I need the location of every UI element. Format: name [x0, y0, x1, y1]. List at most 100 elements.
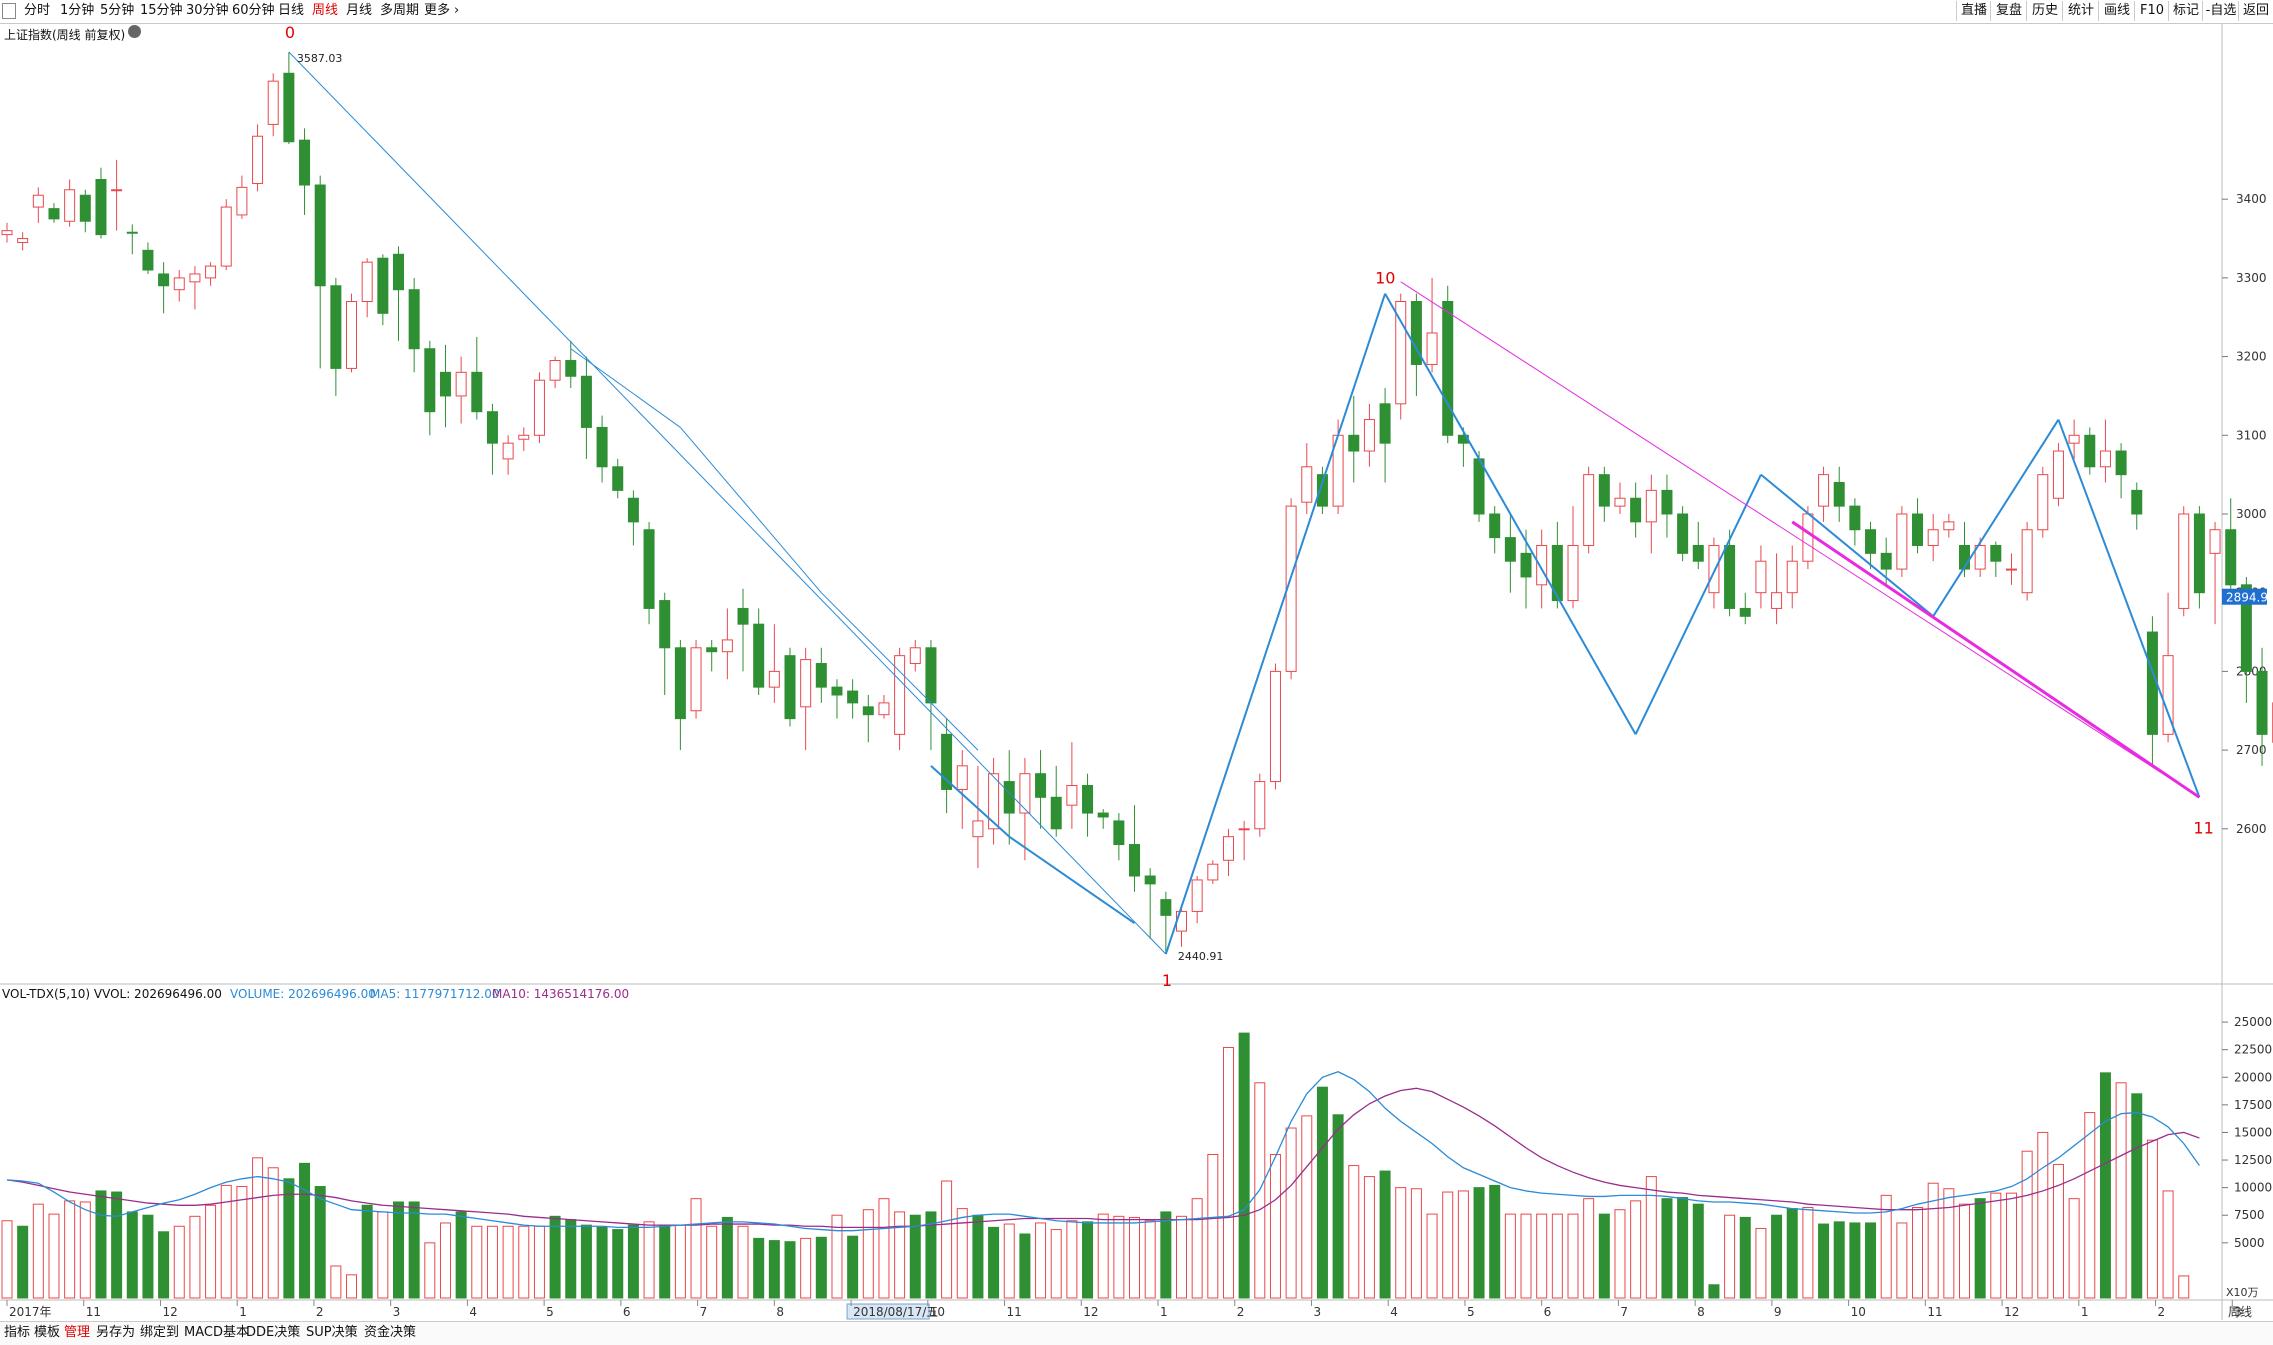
- candle-body-108: [1693, 545, 1703, 561]
- tab-bind[interactable]: 绑定到: [140, 1324, 179, 1342]
- vol-bar-21: [331, 1266, 341, 1298]
- right-btn-2[interactable]: 复盘: [1990, 1, 2027, 21]
- vol-bar-10: [159, 1232, 169, 1298]
- candle-body-38: [597, 427, 607, 466]
- period-9[interactable]: 月线: [346, 2, 372, 20]
- x-label-25: 11: [1927, 1305, 1942, 1319]
- period-8[interactable]: 周线: [312, 2, 338, 20]
- candle-body-68: [1067, 786, 1077, 806]
- period-2[interactable]: 1分钟: [60, 2, 94, 20]
- vol-bar-111: [1740, 1217, 1750, 1298]
- wave-line-2: [1385, 294, 1636, 735]
- vol-bar-83: [1302, 1116, 1312, 1298]
- candle-body-136: [2132, 490, 2142, 514]
- vol-tick-label-7: 22500: [2234, 1043, 2272, 1057]
- trend-line-thin: [1401, 282, 2200, 797]
- period-1[interactable]: 分时: [24, 2, 50, 20]
- candle-body-83: [1302, 467, 1312, 502]
- candle-body-55: [863, 707, 873, 715]
- tab-save-as[interactable]: 另存为: [96, 1324, 135, 1342]
- vol-bar-82: [1286, 1128, 1296, 1298]
- candle-body-8: [127, 232, 137, 233]
- candle-body-128: [2006, 569, 2016, 570]
- vol-bar-55: [863, 1210, 873, 1298]
- vol-bar-20: [315, 1187, 325, 1298]
- candle-body-7: [112, 190, 122, 191]
- chevron-right-icon[interactable]: ›: [454, 2, 459, 20]
- candle-body-37: [581, 376, 591, 427]
- kline-chart[interactable]: 2600270028002900300031003200330034005000…: [0, 24, 2273, 1321]
- right-btn-4[interactable]: 统计: [2062, 1, 2099, 21]
- candle-body-15: [237, 187, 247, 215]
- vol-bar-101: [1584, 1199, 1594, 1298]
- candle-body-141: [2210, 530, 2220, 554]
- vol-bar-61: [957, 1209, 967, 1298]
- wave-label-11: 11: [2193, 818, 2213, 837]
- tab-manage[interactable]: 管理: [64, 1324, 90, 1342]
- vol-bar-124: [1944, 1189, 1954, 1298]
- candle-body-22: [347, 302, 357, 369]
- vol-tick-label-4: 15000: [2234, 1125, 2272, 1139]
- candle-body-87: [1364, 420, 1374, 451]
- x-label-19: 5: [1467, 1305, 1475, 1319]
- tab-template[interactable]: 模板: [34, 1324, 60, 1342]
- right-btn-3[interactable]: 历史: [2026, 1, 2063, 21]
- candle-body-42: [660, 601, 670, 648]
- vol-bar-87: [1364, 1177, 1374, 1298]
- candle-body-48: [754, 624, 764, 687]
- vol-bar-103: [1615, 1210, 1625, 1298]
- vol-bar-106: [1662, 1199, 1672, 1298]
- vol-bar-52: [816, 1237, 826, 1298]
- period-4[interactable]: 15分钟: [140, 2, 183, 20]
- vol-bar-114: [1787, 1209, 1797, 1298]
- y-tick-label-5: 3100: [2236, 428, 2267, 442]
- tab-macd[interactable]: MACD基本: [184, 1324, 249, 1342]
- candle-body-95: [1490, 514, 1500, 538]
- tab-indicator[interactable]: 指标: [4, 1324, 30, 1342]
- candle-body-10: [159, 274, 169, 286]
- right-btn-7[interactable]: 标记: [2168, 1, 2203, 21]
- period-3[interactable]: 5分钟: [100, 2, 134, 20]
- candle-body-53: [832, 687, 842, 695]
- vol-bar-50: [785, 1242, 795, 1298]
- vol-bar-57: [895, 1212, 905, 1298]
- right-btn-8[interactable]: -自选: [2202, 1, 2239, 21]
- vol-bar-24: [378, 1212, 388, 1298]
- tab-sup[interactable]: SUP决策: [306, 1324, 358, 1342]
- right-btn-1[interactable]: 直播: [1956, 1, 1991, 21]
- x-label-28: 2: [2158, 1305, 2166, 1319]
- vol-bar-73: [1145, 1221, 1155, 1298]
- y-tick-label-0: 2600: [2236, 822, 2267, 836]
- period-5[interactable]: 30分钟: [186, 2, 229, 20]
- candle-body-121: [1897, 514, 1907, 569]
- vol-bar-9: [143, 1215, 153, 1298]
- period-6[interactable]: 60分钟: [232, 2, 275, 20]
- tab-dde[interactable]: DDE决策: [246, 1324, 300, 1342]
- vol-bar-68: [1067, 1221, 1077, 1298]
- tab-fund[interactable]: 资金决策: [364, 1324, 416, 1342]
- x-label-13: 11: [1007, 1305, 1022, 1319]
- vol-bar-19: [300, 1163, 310, 1298]
- candle-body-124: [1944, 522, 1954, 530]
- period-10[interactable]: 多周期: [380, 2, 419, 20]
- vol-bar-8: [127, 1212, 137, 1298]
- x-label-16: 2: [1237, 1305, 1245, 1319]
- period-7[interactable]: 日线: [278, 2, 304, 20]
- candle-body-26: [409, 290, 419, 349]
- right-btn-5[interactable]: 画线: [2098, 1, 2135, 21]
- right-btn-9[interactable]: 返回: [2238, 1, 2273, 21]
- right-btn-6[interactable]: F10: [2134, 1, 2169, 21]
- x-label-26: 12: [2004, 1305, 2019, 1319]
- panel-toggle-icon[interactable]: [2, 3, 16, 19]
- vol-bar-86: [1349, 1166, 1359, 1298]
- vol-bar-63: [989, 1227, 999, 1298]
- candle-body-107: [1678, 514, 1688, 553]
- vol-bar-109: [1709, 1285, 1719, 1298]
- candle-body-88: [1380, 404, 1390, 443]
- vol-bar-129: [2022, 1151, 2032, 1298]
- period-11[interactable]: 更多: [424, 2, 450, 20]
- candle-body-13: [206, 266, 216, 278]
- x-label-6: 4: [469, 1305, 477, 1319]
- candle-body-112: [1756, 561, 1766, 592]
- candle-body-21: [331, 286, 341, 369]
